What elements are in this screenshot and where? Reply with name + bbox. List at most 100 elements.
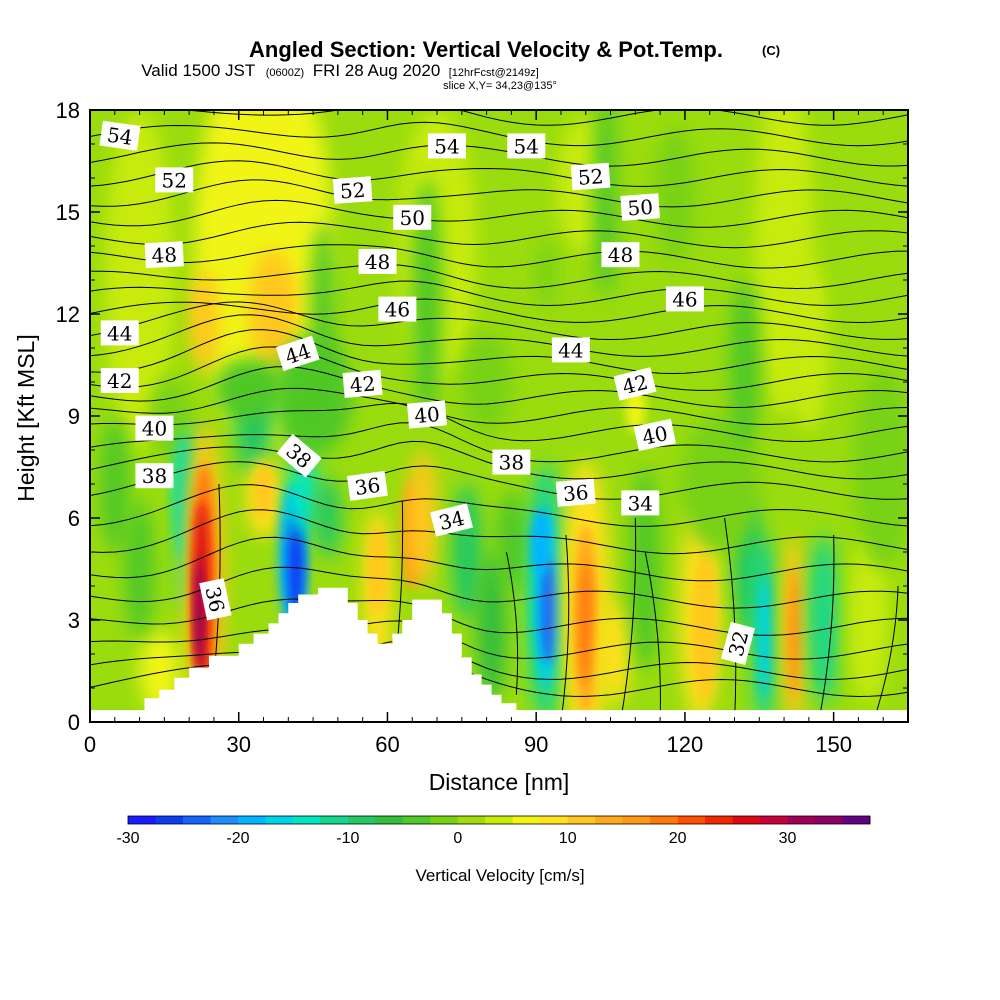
theta-contour bbox=[724, 517, 737, 722]
terrain bbox=[90, 587, 908, 722]
contour-label-text: 52 bbox=[162, 168, 187, 192]
theta-contour bbox=[90, 110, 908, 126]
x-tick-label: 120 bbox=[667, 732, 704, 757]
contour-label: 34 bbox=[621, 490, 660, 516]
slice-info: slice X,Y= 34,23@135° bbox=[443, 80, 557, 92]
contour-label-bg bbox=[332, 176, 373, 204]
colorbar-frame bbox=[127, 815, 871, 825]
colorbar-swatch bbox=[540, 816, 569, 824]
velocity-blob bbox=[104, 110, 175, 450]
contour-label-text: 44 bbox=[107, 321, 132, 345]
contour-label: 38 bbox=[492, 449, 531, 475]
colorbar-tick-label: 10 bbox=[559, 830, 577, 847]
contour-label-text: 40 bbox=[142, 417, 167, 441]
theta-contour bbox=[90, 509, 908, 555]
colorbar-swatch bbox=[155, 816, 184, 824]
theta-contour bbox=[619, 517, 637, 722]
colorbar-tick-label: -10 bbox=[336, 830, 359, 847]
contour-label: 48 bbox=[144, 241, 184, 269]
contour-label-bg bbox=[665, 286, 704, 312]
colorbar-swatch bbox=[567, 816, 596, 824]
y-tick-label: 3 bbox=[68, 608, 80, 633]
contour-label-text: 40 bbox=[413, 402, 440, 428]
contour-label-text: 42 bbox=[107, 369, 132, 393]
contour-label: 52 bbox=[570, 162, 611, 191]
velocity-blob bbox=[536, 239, 557, 308]
contour-label-text: 46 bbox=[385, 298, 410, 322]
x-tick-label: 90 bbox=[524, 732, 548, 757]
contour-label-text: 48 bbox=[608, 243, 633, 267]
theta-contour bbox=[90, 298, 908, 324]
contour-label-text: 52 bbox=[339, 178, 366, 204]
colorbar-label: Vertical Velocity [cm/s] bbox=[415, 866, 584, 885]
velocity-blob bbox=[194, 558, 204, 668]
colorbar-swatch bbox=[375, 816, 404, 824]
contour-label-text: 48 bbox=[365, 250, 390, 274]
colorbar-swatch bbox=[815, 816, 844, 824]
contour-label: 42 bbox=[342, 369, 383, 399]
contour-label-text: 54 bbox=[434, 134, 459, 158]
contour-label-bg bbox=[427, 133, 466, 159]
contour-label: 50 bbox=[393, 204, 432, 230]
theta-contours bbox=[90, 110, 908, 722]
contour-label: 36 bbox=[199, 578, 232, 621]
contour-label: 40 bbox=[135, 415, 174, 441]
contour-label-text: 52 bbox=[577, 164, 604, 190]
theta-contour bbox=[818, 534, 835, 722]
contour-label: 54 bbox=[99, 120, 141, 151]
contour-label-bg bbox=[551, 337, 590, 363]
contour-label: 42 bbox=[613, 367, 657, 401]
contour-label-bg bbox=[346, 470, 388, 501]
contour-label-bg bbox=[99, 120, 141, 151]
contour-label: 44 bbox=[551, 337, 590, 363]
theta-contour bbox=[90, 402, 908, 443]
colorbar-swatch bbox=[622, 816, 651, 824]
theta-contour bbox=[90, 160, 908, 187]
contour-label-text: 44 bbox=[558, 338, 583, 362]
theta-contour bbox=[644, 551, 661, 722]
contour-label-bg bbox=[275, 335, 320, 372]
contour-label-text: 40 bbox=[640, 421, 670, 450]
contour-label-text: 50 bbox=[627, 195, 654, 221]
contour-label-bg bbox=[100, 368, 139, 393]
contour-label-bg bbox=[342, 369, 383, 399]
contour-label: 44 bbox=[275, 335, 320, 372]
colorbar-swatch bbox=[787, 816, 816, 824]
colorbar-swatch bbox=[402, 816, 431, 824]
velocity-blob bbox=[540, 555, 557, 665]
contour-label: 40 bbox=[633, 418, 677, 452]
plot-area: 54 52 54 54 52 52 50 50 48 48 48 46 46 44 44 44 42 42 42 40… bbox=[90, 110, 908, 722]
contour-label-text: 34 bbox=[436, 506, 467, 535]
colorbar-tick-label: 30 bbox=[779, 830, 797, 847]
velocity-blob bbox=[579, 562, 593, 685]
velocity-blob bbox=[808, 535, 839, 705]
velocity-blob bbox=[407, 450, 438, 586]
chart-title: Angled Section: Vertical Velocity & Pot.… bbox=[249, 37, 723, 62]
theta-contour bbox=[90, 536, 908, 582]
valid-time: Valid 1500 JST bbox=[141, 61, 255, 80]
valid-date: FRI 28 Aug 2020 bbox=[313, 61, 441, 80]
contour-label: 52 bbox=[155, 167, 194, 193]
x-tick-label: 30 bbox=[226, 732, 250, 757]
colorbar-swatch bbox=[457, 816, 486, 824]
y-axis-label: Height [Kft MSL] bbox=[13, 334, 39, 501]
colorbar-swatch bbox=[650, 816, 679, 824]
colorbar-swatch bbox=[842, 816, 871, 824]
velocity-blob bbox=[287, 514, 304, 617]
theta-contour bbox=[90, 280, 908, 307]
colorbar-swatch bbox=[210, 816, 239, 824]
contour-label-text: 54 bbox=[106, 123, 135, 150]
contour-label: 54 bbox=[507, 133, 546, 159]
contour-label-bg bbox=[633, 418, 677, 452]
velocity-blob bbox=[600, 603, 631, 705]
contour-label-bg bbox=[507, 133, 546, 159]
x-tick-label: 0 bbox=[84, 732, 96, 757]
velocity-blob bbox=[476, 552, 507, 702]
theta-contour bbox=[872, 585, 899, 722]
contour-label-bg bbox=[378, 296, 417, 322]
contour-label-bg bbox=[621, 490, 660, 516]
contour-label-text: 36 bbox=[201, 584, 230, 614]
theta-contour bbox=[90, 620, 908, 660]
y-tick-label: 18 bbox=[56, 98, 80, 123]
